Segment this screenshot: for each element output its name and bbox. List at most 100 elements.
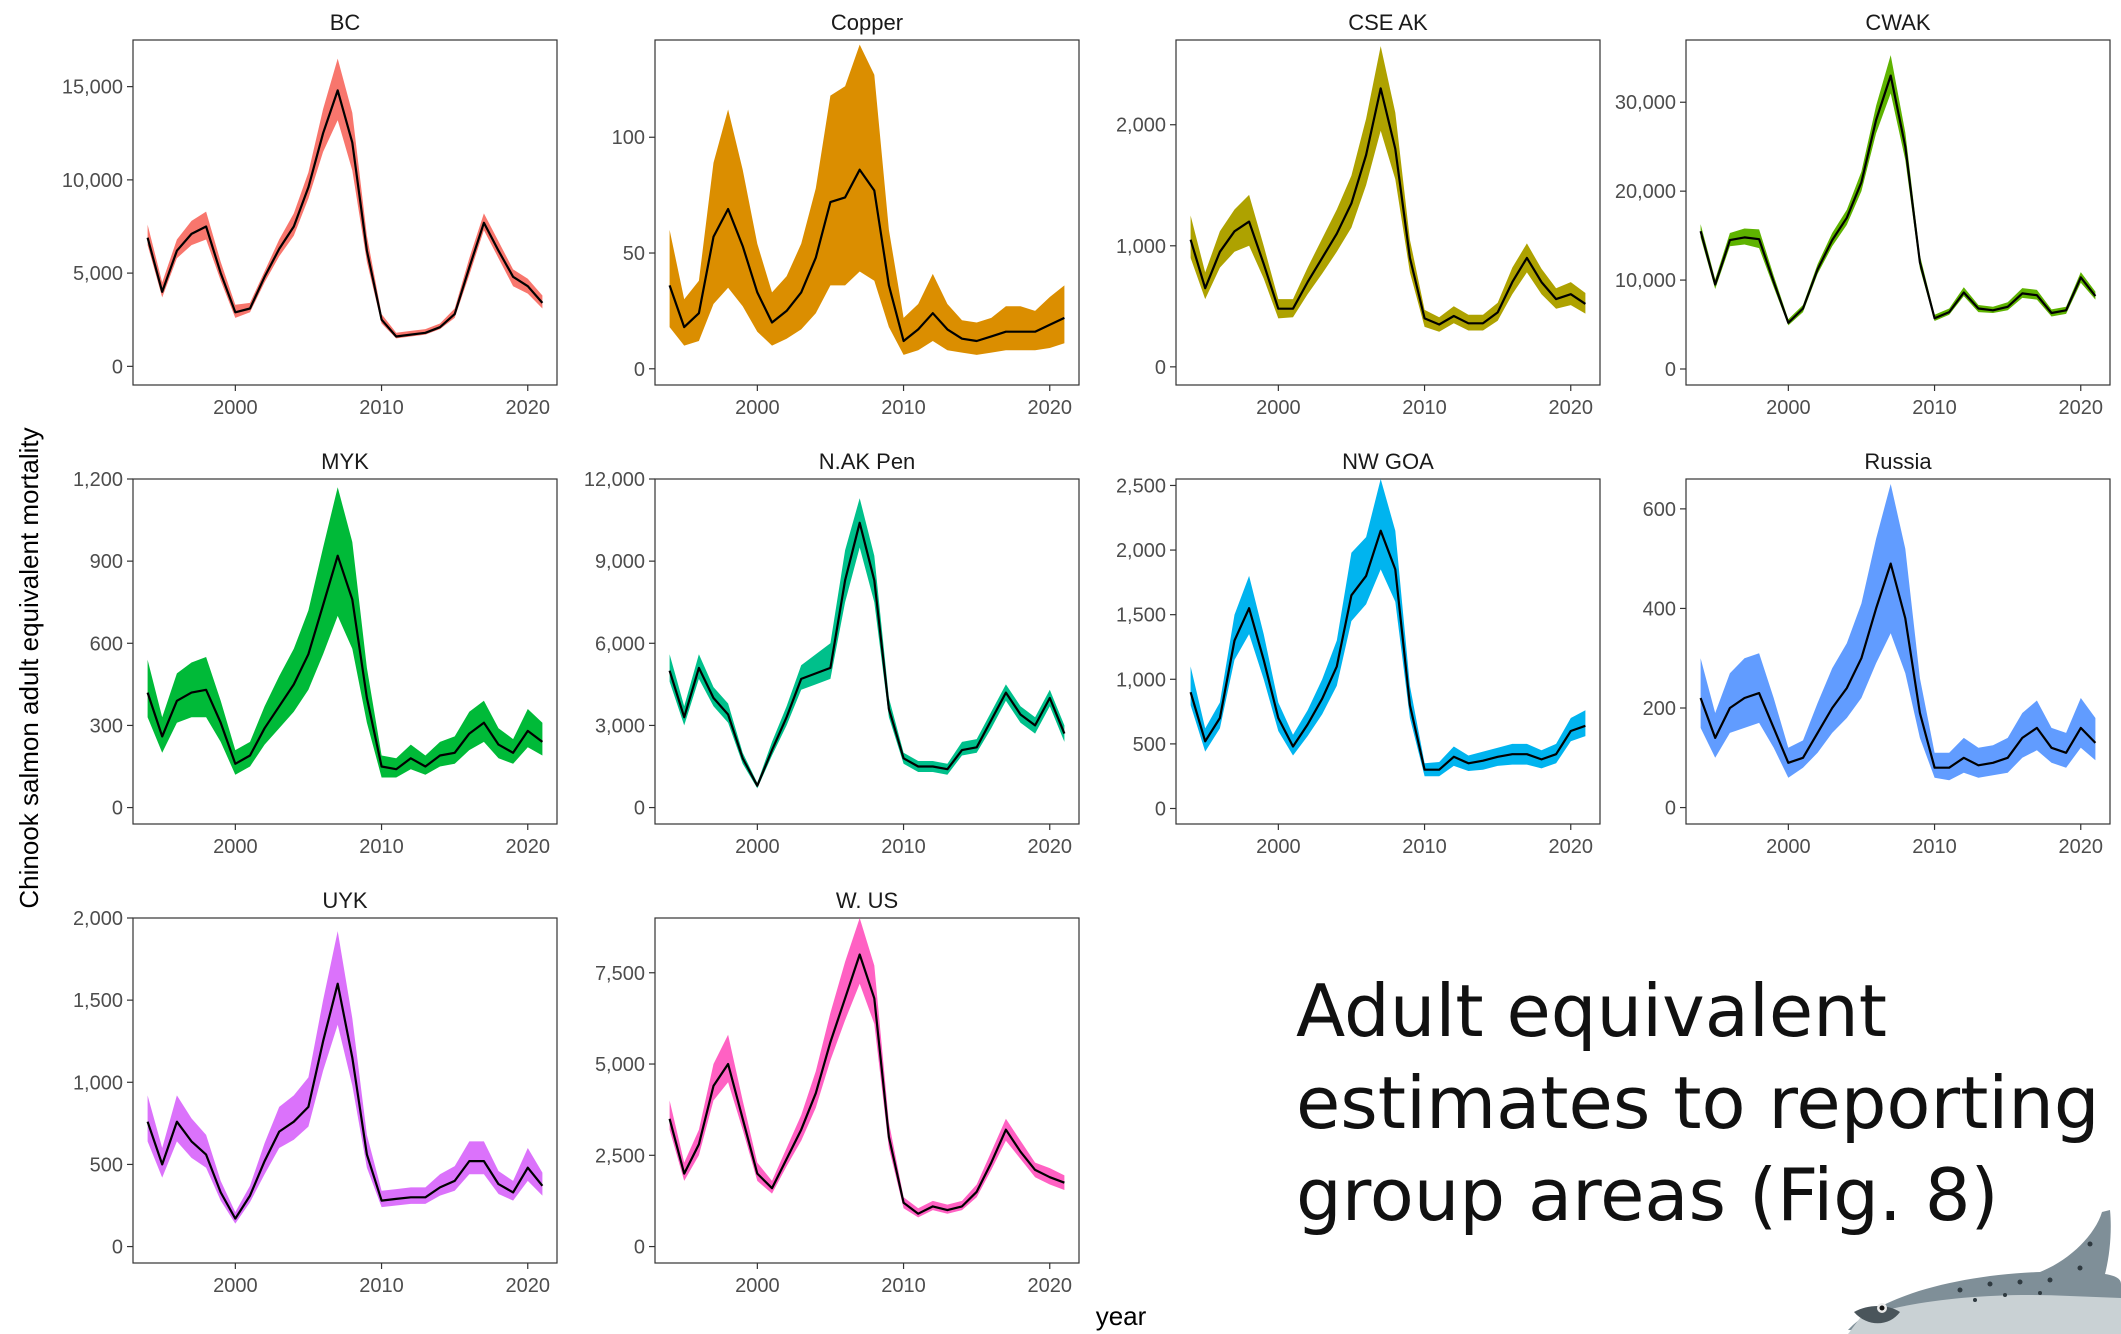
confidence-band-copper	[669, 44, 1065, 355]
y-tick-label: 1,000	[1116, 669, 1166, 691]
y-axis-title: Chinook salmon adult equivalent mortalit…	[14, 427, 44, 908]
y-tick-label: 100	[612, 127, 645, 149]
y-tick-label: 0	[112, 798, 123, 820]
x-tick-label: 2000	[1766, 836, 1811, 858]
panel-title-cse-ak: CSE AK	[1348, 10, 1428, 35]
y-tick-label: 0	[112, 356, 123, 378]
y-tick-label: 0	[1155, 798, 1166, 820]
x-tick-label: 2020	[506, 397, 551, 419]
x-tick-label: 2000	[213, 397, 258, 419]
panel-russia: Russia 0 200 400 600 2000 2010 2020	[1643, 449, 2111, 858]
x-tick-label: 2020	[1028, 1275, 1073, 1297]
panel-cse-ak: CSE AK 0 1,000 2,000 2000 2010 2020	[1116, 10, 1601, 419]
mean-line-cwak	[1699, 74, 2097, 324]
panel-title-w-us: W. US	[836, 888, 898, 913]
y-tick-label: 50	[623, 243, 645, 265]
x-tick-label: 2020	[1028, 397, 1073, 419]
panel-title-cwak: CWAK	[1865, 10, 1931, 35]
y-tick-label: 1,000	[73, 1072, 123, 1094]
y-tick-label: 400	[1643, 598, 1676, 620]
y-tick-label: 300	[90, 715, 123, 737]
confidence-band-n-ak-pen	[669, 498, 1065, 789]
y-tick-label: 2,500	[1116, 475, 1166, 497]
panel-title-nw-goa: NW GOA	[1342, 449, 1434, 474]
y-tick-label: 5,000	[73, 263, 123, 285]
mean-line-cse-ak	[1189, 87, 1587, 326]
x-tick-label: 2000	[1256, 836, 1301, 858]
y-tick-label: 30,000	[1615, 92, 1676, 114]
x-tick-label: 2010	[1912, 836, 1957, 858]
x-tick-label: 2020	[1028, 836, 1073, 858]
mean-line-n-ak-pen	[668, 521, 1066, 787]
x-tick-label: 2000	[213, 836, 258, 858]
y-tick-label: 2,000	[1116, 115, 1166, 137]
y-tick-label: 500	[90, 1154, 123, 1176]
panel-title-copper: Copper	[831, 10, 903, 35]
panel-frame-uyk	[132, 917, 558, 1264]
x-tick-label: 2000	[735, 836, 780, 858]
y-tick-label: 10,000	[1615, 270, 1676, 292]
y-tick-label: 5,000	[595, 1054, 645, 1076]
y-tick-label: 600	[1643, 499, 1676, 521]
y-tick-label: 600	[90, 633, 123, 655]
mean-line-copper	[668, 168, 1065, 343]
confidence-band-myk	[147, 487, 543, 778]
confidence-band-uyk	[147, 931, 543, 1224]
x-tick-label: 2020	[506, 1275, 551, 1297]
x-tick-label: 2010	[359, 1275, 404, 1297]
panel-nw-goa: NW GOA 0 500 1,000 1,500 2,000 2,500 2000 2010 20…	[1116, 449, 1601, 858]
confidence-band-russia	[1700, 484, 2096, 781]
confidence-band-nw-goa	[1190, 479, 1586, 777]
mean-line-w-us	[668, 953, 1065, 1215]
panel-frame-cwak	[1685, 39, 2111, 386]
x-tick-label: 2000	[1766, 397, 1811, 419]
panel-w-us: W. US 0 2,500 5,000 7,500 2000 2010 2020	[595, 888, 1080, 1297]
x-tick-label: 2020	[506, 836, 551, 858]
y-tick-label: 12,000	[584, 469, 645, 491]
slide-title-line-1: Adult equivalent	[1296, 969, 1887, 1053]
x-tick-label: 2010	[1912, 397, 1957, 419]
panel-title-myk: MYK	[321, 449, 369, 474]
mean-line-nw-goa	[1189, 529, 1586, 771]
x-tick-label: 2010	[881, 397, 926, 419]
y-tick-label: 0	[1155, 357, 1166, 379]
x-tick-label: 2020	[1549, 836, 1594, 858]
y-tick-label: 1,000	[1116, 236, 1166, 258]
y-tick-label: 0	[1665, 359, 1676, 381]
y-tick-label: 1,200	[73, 469, 123, 491]
x-tick-label: 2010	[881, 836, 926, 858]
x-tick-label: 2020	[2059, 397, 2104, 419]
panel-myk: MYK 0 300 600 900 1,200 2000 2010 2020	[73, 449, 558, 858]
panel-uyk: UYK 0 500 1,000 1,500 2,000 2000 2010 2020	[73, 888, 558, 1297]
y-tick-label: 6,000	[595, 633, 645, 655]
x-axis-title: year	[1096, 1301, 1147, 1331]
x-tick-label: 2010	[1402, 397, 1447, 419]
panel-n-ak-pen: N.AK Pen 0 3,000 6,000 9,000 12,000 2000 2010 20…	[584, 449, 1080, 858]
y-tick-label: 2,500	[595, 1145, 645, 1167]
x-tick-label: 2000	[735, 397, 780, 419]
panel-cwak: CWAK 0 10,000 20,000 30,000 2000 2010 2020	[1615, 10, 2111, 419]
y-tick-label: 9,000	[595, 551, 645, 573]
y-tick-label: 3,000	[595, 715, 645, 737]
y-tick-label: 0	[634, 798, 645, 820]
x-tick-label: 2020	[1549, 397, 1594, 419]
x-tick-label: 2010	[359, 397, 404, 419]
x-tick-label: 2000	[735, 1275, 780, 1297]
y-tick-label: 7,500	[595, 963, 645, 985]
y-tick-label: 0	[1665, 798, 1676, 820]
y-tick-label: 1,500	[73, 990, 123, 1012]
slide-title-line-2: estimates to reporting	[1296, 1061, 2100, 1145]
panel-title-russia: Russia	[1864, 449, 1932, 474]
y-tick-label: 10,000	[62, 170, 123, 192]
x-tick-label: 2010	[359, 836, 404, 858]
y-tick-label: 0	[112, 1237, 123, 1259]
x-tick-label: 2010	[1402, 836, 1447, 858]
y-tick-label: 0	[634, 359, 645, 381]
mean-line-bc	[146, 89, 544, 338]
y-tick-label: 15,000	[62, 77, 123, 99]
y-tick-label: 20,000	[1615, 181, 1676, 203]
y-tick-label: 1,500	[1116, 605, 1166, 627]
panel-title-uyk: UYK	[322, 888, 368, 913]
slide-title-line-3: group areas (Fig. 8)	[1296, 1153, 1999, 1237]
